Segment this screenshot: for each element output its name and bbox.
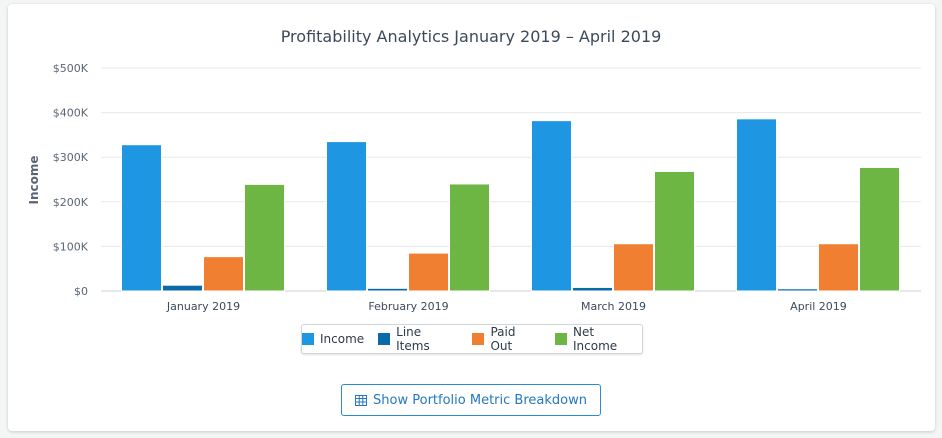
chart-legend: Income Line Items Paid Out Net Income	[301, 324, 643, 354]
legend-swatch	[378, 333, 391, 345]
legend-label: Income	[320, 332, 365, 346]
legend-swatch	[555, 333, 567, 345]
bar-line-items[interactable]	[162, 284, 203, 292]
legend-item-net-income[interactable]: Net Income	[555, 325, 642, 353]
y-tick-label: $500K	[53, 62, 89, 75]
bar-paid-out[interactable]	[203, 256, 244, 292]
bar-chart: $0 $100K $200K $300K $400K $500K January 2019…	[27, 62, 921, 313]
legend-label: Line Items	[396, 325, 430, 353]
bar-line-items[interactable]	[367, 287, 408, 292]
bar-paid-out[interactable]	[408, 252, 449, 292]
bar-income[interactable]	[121, 144, 162, 292]
legend-swatch	[472, 333, 485, 345]
y-tick-label: $0	[74, 285, 88, 298]
legend-swatch	[302, 333, 314, 345]
y-axis-label: Income	[27, 155, 41, 204]
y-tick-label: $400K	[53, 107, 89, 120]
legend-item-line-items[interactable]: Line Items	[378, 325, 458, 353]
x-tick-labels: January 2019 February 2019 March 2019 April…	[166, 300, 847, 313]
legend-item-paid-out[interactable]: Paid Out	[472, 325, 541, 353]
bar-paid-out[interactable]	[613, 243, 654, 292]
bar-net-income[interactable]	[654, 170, 695, 292]
bars	[121, 118, 900, 292]
x-tick-label: January 2019	[166, 300, 240, 313]
bar-paid-out[interactable]	[818, 243, 859, 292]
y-tick-label: $100K	[53, 240, 89, 253]
y-tick-label: $300K	[53, 151, 89, 164]
show-portfolio-metric-breakdown-button[interactable]: Show Portfolio Metric Breakdown	[341, 384, 601, 416]
legend-label: Net Income	[573, 325, 618, 353]
x-tick-label: March 2019	[581, 300, 646, 313]
bar-net-income[interactable]	[244, 183, 285, 292]
x-tick-label: April 2019	[790, 300, 847, 313]
legend-label: Paid Out	[490, 325, 516, 353]
bar-line-items[interactable]	[572, 286, 613, 292]
bar-net-income[interactable]	[859, 166, 900, 292]
bar-income[interactable]	[736, 118, 777, 292]
y-tick-label: $200K	[53, 196, 89, 209]
bar-line-items[interactable]	[777, 288, 818, 292]
x-tick-label: February 2019	[368, 300, 448, 313]
bar-net-income[interactable]	[449, 183, 490, 292]
legend-item-income[interactable]: Income	[302, 332, 364, 346]
table-icon	[355, 394, 368, 406]
bar-income[interactable]	[531, 120, 572, 292]
y-tick-labels: $0 $100K $200K $300K $400K $500K	[53, 62, 89, 298]
chart-title: Profitability Analytics January 2019 – A…	[280, 27, 662, 46]
breakdown-button-label: Show Portfolio Metric Breakdown	[373, 392, 587, 408]
bar-income[interactable]	[326, 141, 367, 292]
